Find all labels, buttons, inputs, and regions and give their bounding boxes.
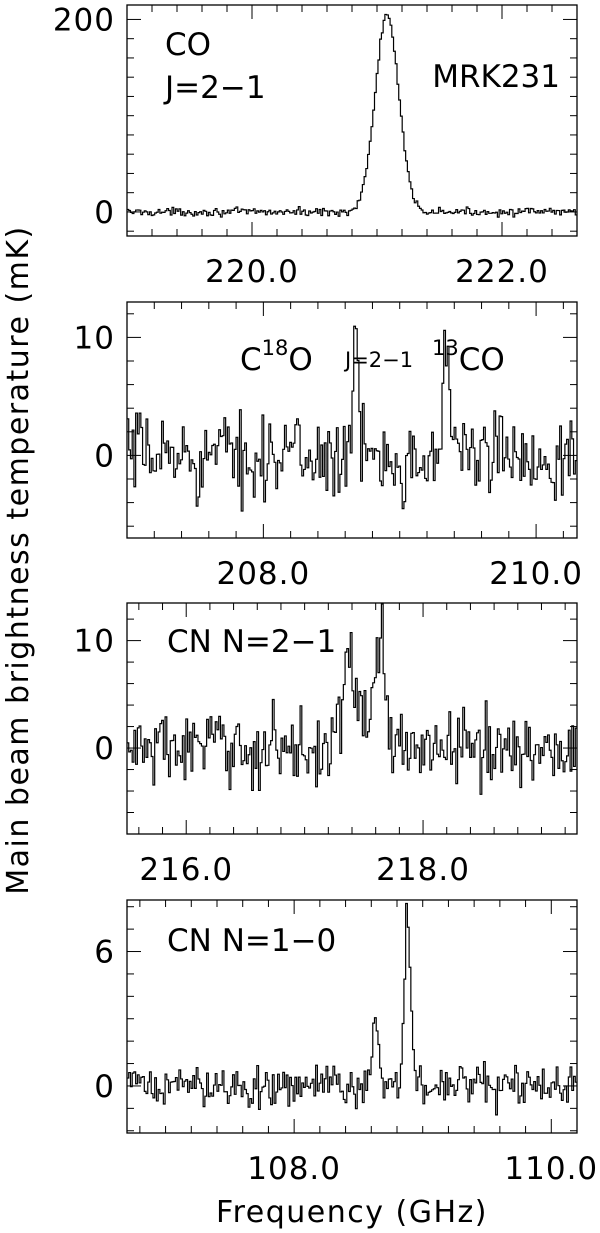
spectrum-trace (127, 902, 577, 1116)
x-tick-label: 218.0 (376, 852, 470, 888)
plot-frame (126, 301, 578, 539)
x-tick-label: 220.0 (205, 254, 299, 290)
panel-1: 220.0 222.0 0 200 CO J=2−1 MRK231 (53, 2, 578, 290)
spectrum-trace (127, 603, 577, 795)
panel-annotation: J=2−1 (343, 348, 413, 372)
panel-annotation: CN N=2−1 (167, 624, 336, 660)
x-tick-label: 208.0 (216, 556, 310, 592)
panel-annotation: J=2−1 (163, 70, 266, 106)
panel-4: 108.0 110.0 0 6 CN N=1−0 (94, 899, 598, 1187)
plot-frame (126, 899, 578, 1134)
y-tick-label: 10 (74, 624, 115, 660)
x-axis-title: Frequency (GHz) (216, 1195, 488, 1230)
y-tick-label: 0 (94, 731, 115, 767)
x-tick-label: 222.0 (455, 254, 549, 290)
panel-annotation: CO (165, 27, 211, 63)
y-tick-label: 200 (53, 2, 115, 38)
y-tick-label: 0 (94, 438, 115, 474)
panel-3: 216.0 218.0 0 10 CN N=2−1 (74, 602, 578, 888)
x-tick-label: 210.0 (489, 556, 583, 592)
annotation-superscript: 18 (262, 336, 289, 360)
annotation-superscript: 13 (432, 336, 459, 360)
panel-annotation: C18O (240, 336, 313, 378)
y-tick-label: 0 (94, 1069, 115, 1105)
x-tick-label: 216.0 (139, 852, 233, 888)
x-tick-label: 110.0 (504, 1151, 598, 1187)
panel-2: 208.0 210.0 0 10 C18O J=2−1 13CO (74, 301, 583, 592)
y-tick-label: 0 (94, 195, 115, 231)
panel-annotation: MRK231 (432, 59, 560, 95)
spectrum-trace (127, 325, 577, 512)
x-tick-label: 108.0 (247, 1151, 341, 1187)
y-tick-label: 10 (74, 320, 115, 356)
spectrum-trace (127, 13, 577, 218)
panel-annotation: 13CO (432, 336, 505, 378)
panel-annotation: CN N=1−0 (167, 923, 336, 959)
y-axis-title: Main beam brightness temperature (mK) (1, 225, 36, 895)
y-tick-label: 6 (94, 935, 115, 971)
